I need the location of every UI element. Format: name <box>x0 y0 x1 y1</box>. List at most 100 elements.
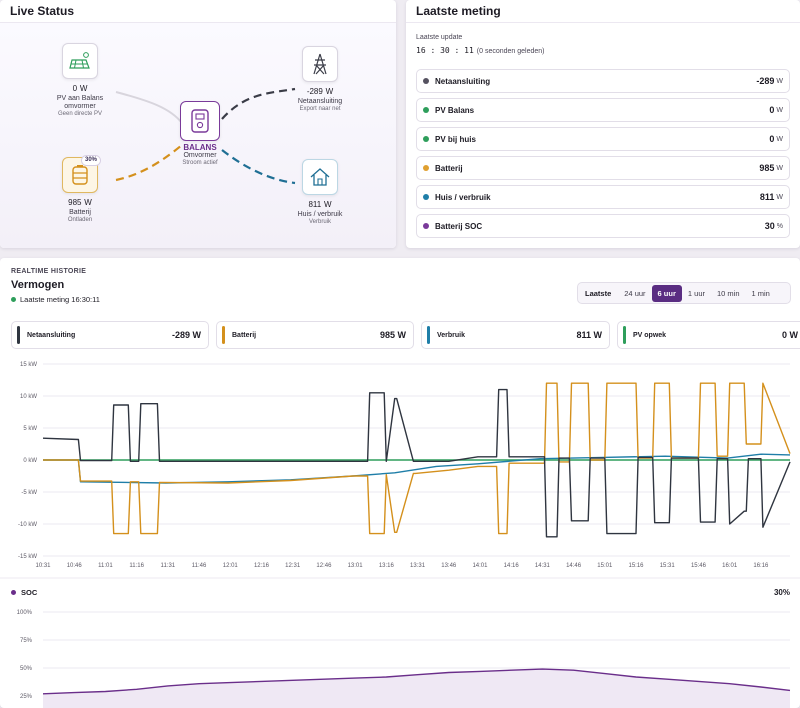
pv-value: 0 <box>72 84 78 93</box>
measurement-label: PV bij huis <box>435 134 476 144</box>
grid-node[interactable]: -289 W Netaansluiting Export naar net <box>290 46 350 112</box>
x-tick-label: 16:01 <box>722 563 738 569</box>
range-selector: Laatste 24 uur 6 uur 1 uur 10 min 1 min <box>577 282 791 304</box>
soc-y-tick-label: 25% <box>20 694 33 700</box>
y-tick-label: 10 kW <box>20 394 37 400</box>
y-tick-label: -5 kW <box>21 490 37 496</box>
pv-node[interactable]: 0 W PV aan Balans omvormer Geen directe … <box>52 43 108 117</box>
x-tick-label: 11:01 <box>98 563 113 569</box>
latest-measurement-card: Laatste meting Laatste update 16 : 30 : … <box>406 0 800 248</box>
status-dot-icon <box>423 223 429 229</box>
grid-label: Netaansluiting <box>297 97 343 105</box>
range-button[interactable]: 1 uur <box>687 288 705 298</box>
flow-lines <box>115 87 296 185</box>
y-tick-label: -10 kW <box>18 522 37 528</box>
pylon-icon <box>313 53 327 75</box>
x-tick-label: 12:31 <box>285 563 301 569</box>
measurement-unit: W <box>776 135 783 143</box>
series-line-verbruik <box>43 453 791 484</box>
history-last-measurement: Laatste meting 16:30:11 <box>11 295 100 304</box>
house-sub: Verbruik <box>308 218 331 225</box>
pv-label2: omvormer <box>64 102 96 110</box>
soc-header: SOC <box>11 588 37 597</box>
legend-label: Verbruik <box>437 331 466 339</box>
house-flow-line <box>221 149 296 185</box>
range-label: Laatste <box>585 288 612 298</box>
measurement-label: PV Balans <box>435 105 475 115</box>
measurement-row: Batterij 985 W <box>416 156 790 180</box>
range-button[interactable]: 1 min <box>751 288 770 298</box>
pv-flow-line <box>115 91 183 124</box>
measurement-unit: W <box>776 164 783 172</box>
pv-label1: PV aan Balans <box>56 94 104 102</box>
x-tick-label: 13:46 <box>441 563 457 569</box>
battery-node[interactable]: 30% 985 W Batterij Ontladen <box>52 155 108 223</box>
pv-unit: W <box>79 84 88 93</box>
x-tick-label: 12:01 <box>223 563 239 569</box>
grid-sub: Export naar net <box>299 105 341 112</box>
x-tick-label: 16:16 <box>753 563 769 569</box>
measurement-label: Huis / verbruik <box>435 192 491 202</box>
range-button[interactable]: 10 min <box>717 288 740 298</box>
soc-y-tick-label: 75% <box>20 638 33 644</box>
y-tick-label: 15 kW <box>20 362 37 368</box>
last-update-label: Laatste update <box>416 34 463 41</box>
legend-item[interactable]: Batterij 985 W <box>216 321 414 349</box>
x-tick-label: 14:31 <box>535 563 551 569</box>
range-button[interactable]: 24 uur <box>624 288 646 298</box>
soc-value: 30% <box>773 588 790 597</box>
house-node[interactable]: 811 W Huis / verbruik Verbruik <box>290 159 350 225</box>
x-tick-label: 14:16 <box>504 563 520 569</box>
measurement-label: Netaansluiting <box>435 76 491 86</box>
soc-y-tick-label: 50% <box>20 666 33 672</box>
history-card: REALTIME HISTORIE Vermogen Laatste metin… <box>0 258 800 708</box>
house-label: Huis / verbruik <box>297 210 343 218</box>
history-kicker: REALTIME HISTORIE <box>11 268 87 275</box>
battery-flow-line <box>115 144 183 182</box>
status-dot-icon <box>423 107 429 113</box>
measurement-value: -289 <box>756 76 775 86</box>
power-chart: 15 kW 10 kW 5 kW 0 kW -5 kW -10 kW -15 kW 10:31… <box>0 362 800 579</box>
inverter-node[interactable]: BALANS Omvormer Stroom actief <box>174 101 226 167</box>
pv-box <box>62 43 98 79</box>
status-dot-icon <box>423 136 429 142</box>
x-tick-label: 14:46 <box>566 563 582 569</box>
last-measurement-text: Laatste meting 16:30:11 <box>20 295 100 304</box>
grid-unit: W <box>325 87 334 96</box>
house-icon <box>310 168 330 186</box>
live-status-title: Live Status <box>10 4 75 18</box>
grid-flow-line <box>221 87 296 120</box>
latest-measurement-title: Laatste meting <box>416 4 501 18</box>
soc-y-tick-label: 100% <box>17 610 33 616</box>
x-tick-label: 12:16 <box>254 563 270 569</box>
divider <box>406 22 800 23</box>
x-tick-label: 15:31 <box>660 563 676 569</box>
soc-label: SOC <box>21 588 38 597</box>
range-button[interactable]: 6 uur <box>651 284 682 302</box>
grid-value: -289 <box>306 87 323 96</box>
inverter-icon <box>191 109 209 133</box>
legend-value: 811 W <box>576 330 602 340</box>
x-tick-label: 15:16 <box>629 563 645 569</box>
legend-label: Netaansluiting <box>27 331 76 339</box>
x-tick-label: 12:46 <box>316 563 332 569</box>
measurement-unit: W <box>776 77 783 85</box>
house-value: 811 <box>308 200 322 209</box>
measurement-unit: W <box>776 193 783 201</box>
status-dot-icon <box>423 165 429 171</box>
grid-box <box>302 46 338 82</box>
x-tick-label: 10:31 <box>35 563 51 569</box>
legend-label: Batterij <box>232 331 257 339</box>
last-update-time: 16 : 30 : 11 (0 seconden geleden) <box>416 46 545 55</box>
legend-item[interactable]: Verbruik 811 W <box>421 321 610 349</box>
house-unit: W <box>323 200 332 209</box>
legend-item[interactable]: Netaansluiting -289 W <box>11 321 209 349</box>
battery-soc-badge: 30% <box>80 155 101 166</box>
battery-icon <box>72 165 88 185</box>
x-tick-label: 13:16 <box>379 563 395 569</box>
legend-color-bar <box>17 326 20 344</box>
flow-diagram: 0 W PV aan Balans omvormer Geen directe … <box>0 22 396 248</box>
legend-item[interactable]: PV opwek 0 W <box>617 321 800 349</box>
battery-value: 985 <box>68 198 82 207</box>
y-tick-label: 5 kW <box>23 426 37 432</box>
